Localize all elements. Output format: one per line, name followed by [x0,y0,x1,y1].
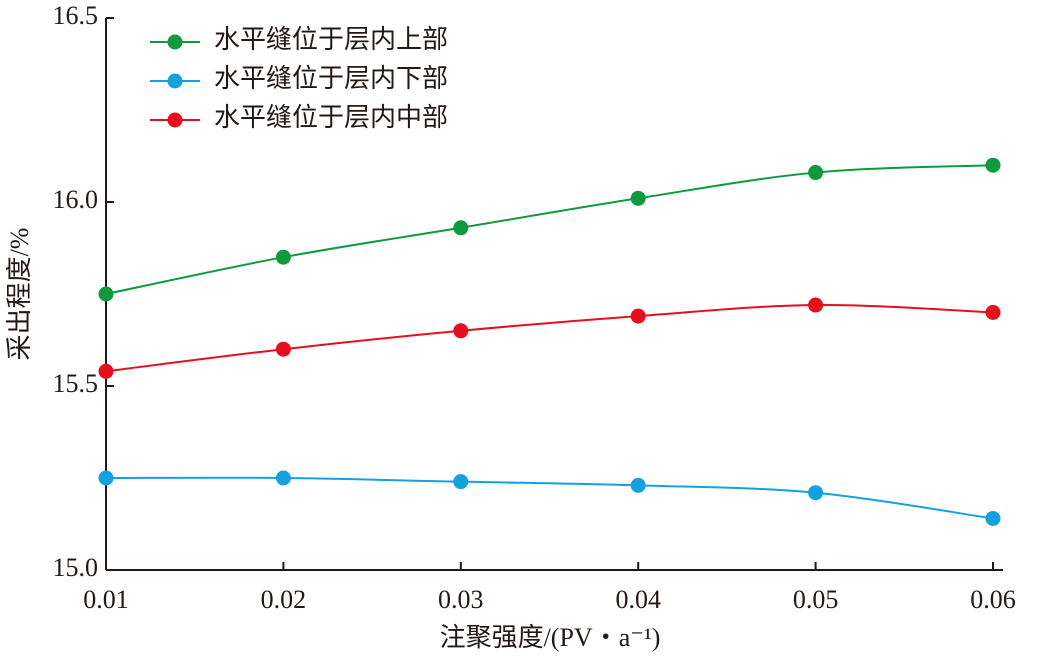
data-point [453,323,469,339]
data-point [985,304,1001,320]
data-point [453,220,469,236]
series-line [105,164,994,295]
data-point [453,474,469,490]
y-tick-label: 16.5 [53,1,99,30]
data-point [275,341,291,357]
y-axis-label: 采出程度/% [5,228,34,361]
x-tick-label: 0.04 [615,585,661,614]
y-tick-label: 15.5 [53,369,99,398]
y-tick-label: 15.0 [53,553,99,582]
legend-label: 水平缝位于层内中部 [214,103,448,132]
data-point [808,297,824,313]
data-point [630,308,646,324]
x-tick-label: 0.03 [438,585,484,614]
data-point [275,470,291,486]
x-axis-label: 注聚强度/(PV・a⁻¹) [440,623,661,652]
x-tick-label: 0.02 [261,585,307,614]
legend-marker [167,73,183,89]
y-tick-label: 16.0 [53,185,99,214]
data-point [275,249,291,265]
series-line [105,304,994,373]
data-point [808,165,824,181]
data-point [98,286,114,302]
x-tick-label: 0.05 [793,585,839,614]
legend-marker [167,112,183,128]
legend-label: 水平缝位于层内上部 [214,25,448,54]
data-point [630,190,646,206]
data-point [98,363,114,379]
data-point [630,477,646,493]
data-point [985,510,1001,526]
data-point [808,485,824,501]
series-line [105,476,994,520]
x-tick-label: 0.01 [83,585,129,614]
data-point [98,470,114,486]
legend-marker [167,34,183,50]
x-tick-label: 0.06 [970,585,1016,614]
data-point [985,157,1001,173]
legend-label: 水平缝位于层内下部 [214,64,448,93]
